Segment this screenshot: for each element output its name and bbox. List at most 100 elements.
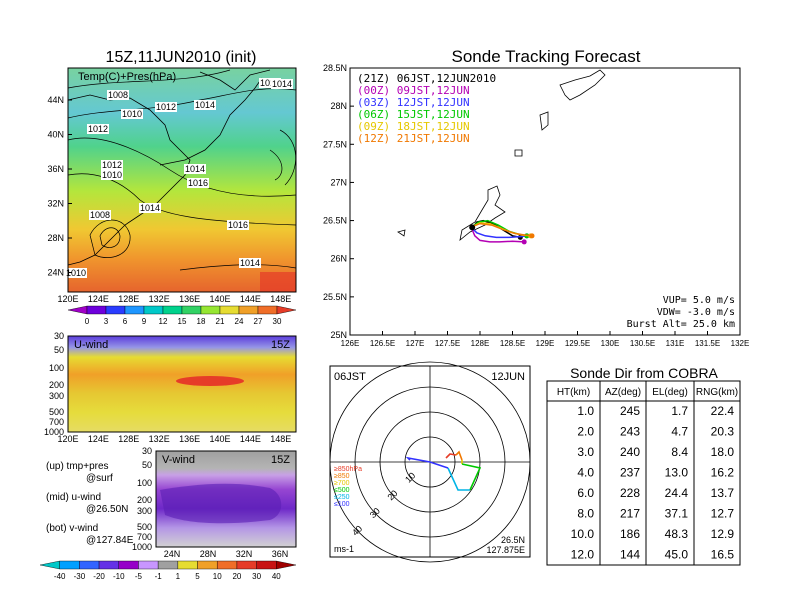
pressure-tick: 30 — [54, 331, 64, 341]
v-wind-frame — [155, 450, 297, 548]
isobar-label: 1016 — [228, 220, 248, 230]
table-header: AZ(deg) — [605, 387, 641, 398]
temp-colorbar: 0 3 6 9 12 15 18 21 24 27 30 — [67, 305, 297, 326]
vup-param: VUP= 5.0 m/s — [663, 295, 735, 306]
level-legend: ≥850hPa≥850≥700≤500≤250≤100 — [334, 466, 362, 508]
table-cell: 22.4 — [711, 404, 735, 418]
colorbar-tick: 5 — [195, 572, 200, 581]
colorbar-swatch — [98, 560, 119, 570]
note-line2: @127.84E — [86, 535, 134, 546]
isobar-label-bg — [87, 124, 109, 134]
colorbar-swatch — [124, 305, 145, 315]
pressure-tick: 1000 — [132, 542, 152, 552]
lon-tick-label: 132E — [149, 434, 170, 444]
table-cell: 13.0 — [665, 466, 689, 480]
isobar-label: 1014 — [185, 164, 205, 174]
track-legend-entry: (09Z) 18JST,12JUN — [357, 120, 470, 133]
colorbar-swatch — [86, 305, 107, 315]
table-cell: 4.0 — [577, 466, 594, 480]
colorbar-tick: 24 — [235, 317, 244, 326]
pressure-tick: 100 — [137, 478, 152, 488]
pressure-tick: 700 — [137, 532, 152, 542]
colorbar-swatch — [197, 560, 218, 570]
colorbar-swatch — [217, 560, 238, 570]
table-cell: 13.7 — [711, 486, 735, 500]
note-line1: (mid) u-wind — [46, 492, 101, 503]
lon-tick-label: 124E — [88, 294, 109, 304]
colorbar-swatch — [181, 305, 202, 315]
temp-map-lat-ticks: 44N 40N 36N 32N 28N 24N — [47, 95, 72, 278]
colorbar-tick: 15 — [178, 317, 187, 326]
lon-tick-label: 126.5E — [370, 339, 395, 348]
isobar-label-bg — [139, 203, 161, 213]
lon-tick-label: 120E — [57, 294, 78, 304]
track-line — [471, 227, 527, 239]
colorbar-tick: -5 — [135, 572, 143, 581]
pressure-tick: 700 — [49, 417, 64, 427]
colorbar-swatch — [39, 560, 60, 570]
colorbar-tick: 21 — [216, 317, 225, 326]
table-cell: 243 — [620, 425, 640, 439]
hot-patch — [260, 272, 296, 292]
panel-notes: (up) tmp+pres@surf (mid) u-wind@26.50N (bo… — [46, 461, 134, 546]
colorbar-tick: -20 — [93, 572, 105, 581]
lon-tick-label: 127.5E — [435, 339, 460, 348]
lat-tick-label: 25.5N — [323, 292, 347, 302]
lon-tick-label: 129E — [536, 339, 555, 348]
colorbar-tick: 10 — [213, 572, 222, 581]
pressure-tick: 50 — [54, 345, 64, 355]
table-cell: 20.3 — [711, 425, 735, 439]
table-cell: 1.7 — [671, 404, 688, 418]
isobar-label: 1012 — [88, 124, 108, 134]
temp-map-frame — [67, 67, 297, 293]
colorbar-tick: 0 — [85, 317, 90, 326]
isobar-label-bg — [259, 78, 281, 88]
isobar-label: 1014 — [240, 258, 260, 268]
table-cell: 144 — [620, 548, 640, 562]
isobar-label: 1014 — [140, 203, 160, 213]
note-line2: @26.50N — [86, 504, 128, 515]
lat-tick-label: 28N — [47, 233, 64, 243]
track-frame — [349, 67, 741, 336]
isobar-label-bg — [194, 100, 216, 110]
track-legend: (21Z) 06JST,12JUN2010(00Z) 09JST,12JUN(0… — [357, 72, 496, 145]
isobar-label-bg — [65, 268, 87, 278]
islands — [397, 69, 606, 241]
colorbar-tick: -30 — [74, 572, 86, 581]
pressure-tick: 100 — [49, 363, 64, 373]
lat-tick-label: 28N — [200, 549, 217, 559]
hodograph — [405, 450, 482, 491]
table-cell: 217 — [620, 507, 640, 521]
isobar-label: 1010 — [122, 109, 142, 119]
pressure-tick: 1000 — [44, 427, 64, 437]
isobar-label: 1014 — [272, 79, 292, 89]
lon-tick-label: 126E — [341, 339, 360, 348]
track-title: Sonde Tracking Forecast — [452, 47, 641, 66]
lat-tick-label: 24N — [164, 549, 181, 559]
isobar-label: 1016 — [188, 178, 208, 188]
v-wind-time: 15Z — [271, 454, 290, 466]
table-cell: 45.0 — [665, 548, 689, 562]
colorbar-tick: -1 — [155, 572, 163, 581]
polar-time-left: 06JST — [334, 371, 366, 383]
pressure-tick: 30 — [142, 446, 152, 456]
table-cell: 18.0 — [711, 445, 735, 459]
u-wind-jet-core — [176, 376, 244, 386]
pressure-tick: 500 — [49, 407, 64, 417]
colorbar-swatch — [79, 560, 100, 570]
isobar-label-bg — [271, 79, 293, 89]
colorbar-swatch — [238, 305, 259, 315]
colorbar-swatch — [105, 305, 126, 315]
track-map: (21Z) 06JST,12JUN2010(00Z) 09JST,12JUN(0… — [323, 63, 749, 348]
pressure-tick: 200 — [49, 380, 64, 390]
colorbar-tick: 30 — [273, 317, 282, 326]
table-cell: 240 — [620, 445, 640, 459]
track-legend-entry: (00Z) 09JST,12JUN — [357, 84, 470, 97]
lon-tick-label: 130E — [601, 339, 620, 348]
v-wind-label: V-wind — [162, 454, 195, 466]
colorbar-swatch — [162, 305, 183, 315]
isobar-label-bg — [121, 109, 143, 119]
init-title: 15Z,11JUN2010 (init) — [106, 49, 257, 66]
